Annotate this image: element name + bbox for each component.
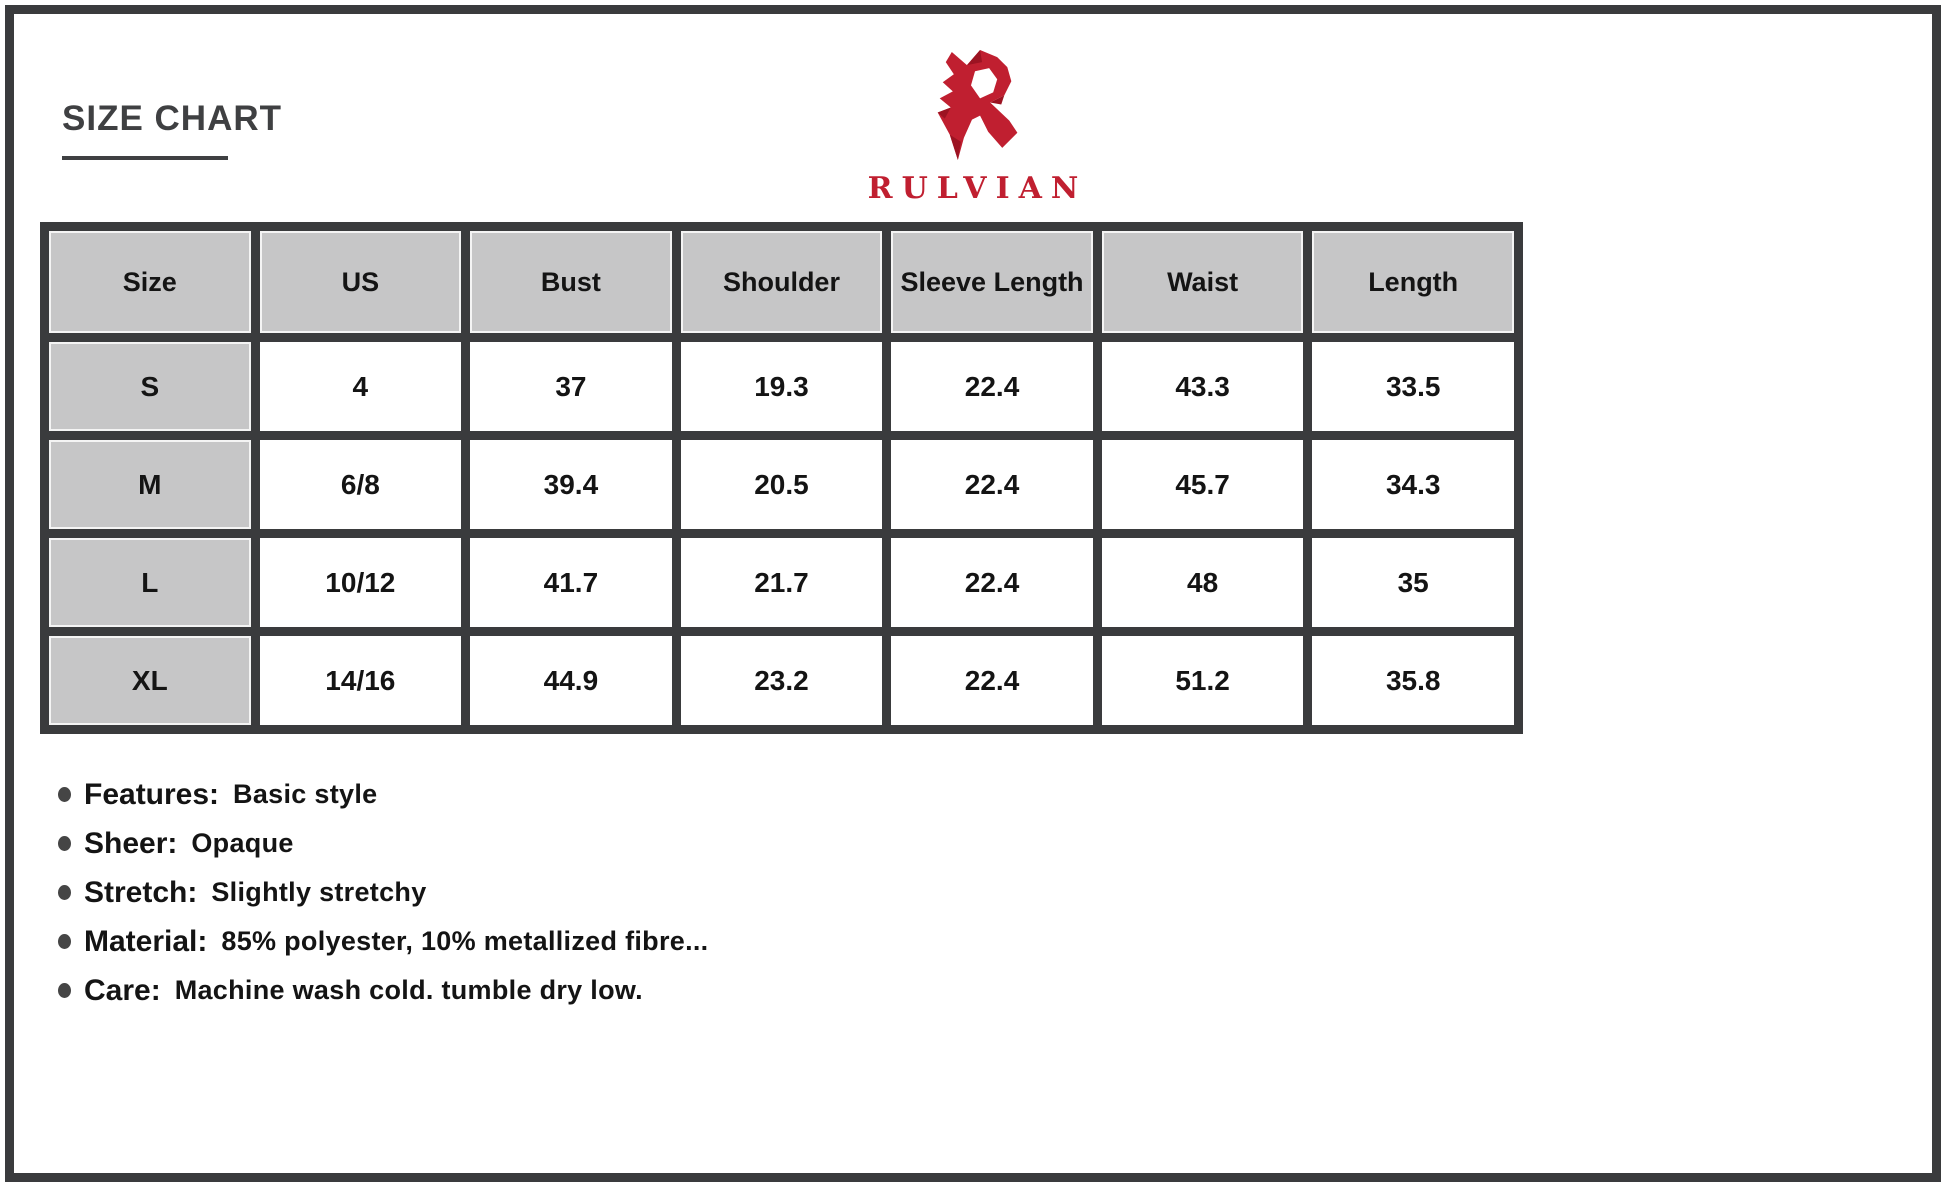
measurement-cell: 35.8 [1312,636,1514,725]
detail-label: Stretch: [84,875,198,909]
column-header-sleeve-length: Sleeve Length [891,231,1093,333]
brand-name: RULVIAN [867,171,1088,206]
column-header-bust: Bust [470,231,672,333]
measurement-cell: 45.7 [1101,440,1304,529]
size-label-cell: M [49,440,251,529]
title-block: SIZE CHART [62,98,282,160]
measurement-cell: 22.4 [891,538,1093,627]
detail-item-features: Features: Basic style [58,770,708,819]
size-label-cell: S [49,342,251,431]
table-row-s: S 4 37 19.3 22.4 43.3 33.5 [49,342,1514,431]
detail-value: 85% polyester, 10% metallized fibre... [221,926,709,956]
detail-item-stretch: Stretch: Slightly stretchy [58,868,708,917]
detail-value: Opaque [191,828,294,858]
detail-label: Material: [84,924,208,958]
detail-value: Machine wash cold. tumble dry low. [174,975,643,1005]
measurement-cell: 22.4 [891,342,1093,431]
product-details-list: Features: Basic style Sheer: Opaque Stretch:… [58,770,708,1015]
measurement-cell: 33.5 [1312,342,1514,431]
bullet-icon [58,983,71,998]
measurement-cell: 22.4 [891,440,1093,529]
measurement-cell: 23.2 [680,636,883,725]
table-row-xl: XL 14/16 44.9 23.2 22.4 51.2 35.8 [49,636,1514,725]
measurement-cell: 19.3 [680,342,883,431]
bullet-icon [58,934,71,949]
measurement-cell: 21.7 [680,538,883,627]
size-label-cell: L [49,538,251,627]
detail-label: Sheer: [84,826,178,860]
detail-label: Care: [84,973,161,1007]
measurement-cell: 22.4 [891,636,1093,725]
measurement-cell: 44.9 [470,636,672,725]
measurement-cell: 48 [1101,538,1304,627]
measurement-cell: 39.4 [470,440,672,529]
detail-item-sheer: Sheer: Opaque [58,819,708,868]
faceted-r-logo-icon [937,50,1018,160]
size-table-body: S 4 37 19.3 22.4 43.3 33.5 M 6/8 39.4 20.5 22.4 45.7… [49,342,1514,725]
measurement-cell: 14/16 [259,636,462,725]
bullet-icon [58,885,71,900]
table-row-m: M 6/8 39.4 20.5 22.4 45.7 34.3 [49,440,1514,529]
page-title: SIZE CHART [62,99,282,138]
bullet-icon [58,787,71,802]
measurement-cell: 4 [259,342,462,431]
measurement-cell: 6/8 [259,440,462,529]
column-header-size: Size [49,231,251,333]
measurement-cell: 51.2 [1101,636,1304,725]
size-table-header-row: Size US Bust Shoulder Sleeve Length Waist Leng… [49,231,1514,333]
bullet-icon [58,836,71,851]
measurement-cell: 37 [470,342,672,431]
column-header-shoulder: Shoulder [680,231,883,333]
detail-item-care: Care: Machine wash cold. tumble dry low. [58,966,708,1015]
measurement-cell: 35 [1312,538,1514,627]
column-header-length: Length [1312,231,1514,333]
measurement-cell: 41.7 [470,538,672,627]
brand-logo-block: RULVIAN [813,48,1133,206]
measurement-cell: 10/12 [259,538,462,627]
column-header-us: US [259,231,462,333]
size-label-cell: XL [49,636,251,725]
measurement-cell: 34.3 [1312,440,1514,529]
table-row-l: L 10/12 41.7 21.7 22.4 48 35 [49,538,1514,627]
detail-value: Slightly stretchy [211,877,427,907]
measurement-cell: 20.5 [680,440,883,529]
column-header-waist: Waist [1101,231,1304,333]
measurement-cell: 43.3 [1101,342,1304,431]
size-chart-table: Size US Bust Shoulder Sleeve Length Waist Leng… [40,222,1523,734]
detail-value: Basic style [233,779,378,809]
detail-label: Features: [84,777,220,811]
detail-item-material: Material: 85% polyester, 10% metallized f… [58,917,708,966]
title-underline [62,156,228,160]
